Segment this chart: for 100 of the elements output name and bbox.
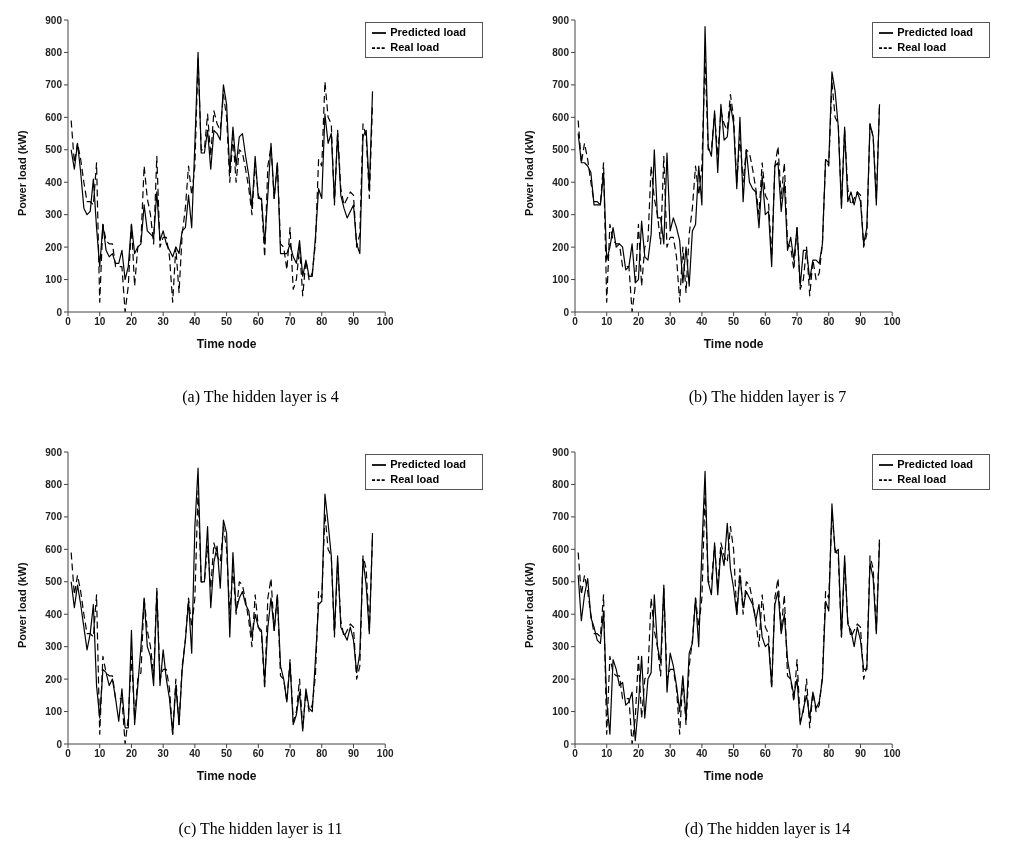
y-tick-label: 400 [45,608,63,620]
text: (a) The hidden layer is 4 [181,388,340,406]
x-axis-title: Time node [196,769,257,783]
x-axis-title: Time node [196,337,257,351]
y-tick-label: 800 [45,478,63,490]
x-tick-label: 60 [252,316,265,328]
y-tick-label: 100 [552,706,570,718]
x-tick-label: 20 [125,316,138,328]
y-tick-label: 700 [552,511,570,523]
x-tick-label: 60 [759,748,772,760]
x-tick-label: 50 [728,316,740,328]
x-tick-label: 50 [728,748,740,760]
y-tick-label: 600 [45,543,63,555]
y-tick-label: 200 [552,241,570,253]
y-tick-label: 900 [45,446,63,458]
x-tick-label: 40 [189,316,201,328]
legend-label: Predicted load [897,26,973,38]
y-tick-label: 500 [45,576,63,588]
x-tick-label: 80 [823,316,835,328]
y-tick-label: 300 [552,641,570,653]
y-tick-label: 600 [45,111,63,123]
y-tick-label: 100 [552,274,570,286]
x-tick-label: 40 [696,748,708,760]
y-tick-label: 100 [45,274,63,286]
text: (d) The hidden layer is 14 [683,820,852,838]
y-tick-label: 500 [45,144,63,156]
x-tick-label: 10 [94,316,106,328]
x-tick-label: 90 [854,316,867,328]
text: (c) The hidden layer is 11 [177,820,344,838]
x-tick-label: 50 [221,748,233,760]
x-tick-label: 70 [791,748,804,760]
x-tick-label: 80 [316,316,328,328]
x-axis-title: Time node [703,337,764,351]
x-tick-label: 90 [854,748,867,760]
legend-label: Real load [897,473,947,486]
x-tick-label: 30 [157,316,170,328]
x-tick-label: 30 [664,748,677,760]
x-tick-label: 40 [696,316,708,328]
x-tick-label: 40 [189,748,201,760]
x-tick-label: 10 [601,748,613,760]
y-tick-label: 800 [552,478,570,490]
legend-label: Real load [897,41,947,54]
x-tick-label: 0 [65,316,72,328]
x-tick-label: 20 [125,748,138,760]
y-tick-label: 0 [56,738,63,750]
legend-label: Predicted load [897,458,973,470]
y-axis-title: Power load (kW) [15,130,28,216]
x-tick-label: 50 [221,316,233,328]
x-tick-label: 20 [632,316,645,328]
y-axis-title: Power load (kW) [15,562,28,648]
y-tick-label: 400 [45,176,63,188]
x-tick-label: 100 [883,316,901,328]
legend-label: Predicted load [390,26,466,38]
x-tick-label: 20 [632,748,645,760]
x-tick-label: 10 [94,748,106,760]
y-tick-label: 0 [56,306,63,318]
y-tick-label: 0 [563,306,570,318]
y-tick-label: 800 [552,46,570,58]
x-tick-label: 100 [376,748,394,760]
y-tick-label: 300 [552,209,570,221]
y-tick-label: 100 [45,706,63,718]
legend-label: Predicted load [390,458,466,470]
x-tick-label: 80 [316,748,328,760]
y-axis-title: Power load (kW) [522,130,535,216]
y-tick-label: 700 [552,79,570,91]
x-tick-label: 90 [347,316,360,328]
y-tick-label: 200 [45,673,63,685]
x-tick-label: 70 [791,316,804,328]
y-tick-label: 0 [563,738,570,750]
x-tick-label: 100 [376,316,394,328]
legend-label: Real load [390,41,440,54]
x-tick-label: 60 [759,316,772,328]
y-tick-label: 500 [552,576,570,588]
y-tick-label: 400 [552,176,570,188]
x-tick-label: 30 [157,748,170,760]
y-tick-label: 900 [552,14,570,26]
y-tick-label: 400 [552,608,570,620]
y-axis-title: Power load (kW) [522,562,535,648]
text: (b) The hidden layer is 7 [687,388,848,406]
y-tick-label: 500 [552,144,570,156]
x-tick-label: 90 [347,748,360,760]
legend-label: Real load [390,473,440,486]
y-tick-label: 700 [45,511,63,523]
x-tick-label: 30 [664,316,677,328]
y-tick-label: 900 [45,14,63,26]
x-tick-label: 100 [883,748,901,760]
y-tick-label: 300 [45,209,63,221]
x-tick-label: 70 [284,316,297,328]
x-axis-title: Time node [703,769,764,783]
x-tick-label: 0 [65,748,72,760]
y-tick-label: 200 [45,241,63,253]
y-tick-label: 600 [552,111,570,123]
x-tick-label: 80 [823,748,835,760]
y-tick-label: 700 [45,79,63,91]
x-tick-label: 10 [601,316,613,328]
x-tick-label: 60 [252,748,265,760]
y-tick-label: 800 [45,46,63,58]
x-tick-label: 0 [572,748,579,760]
y-tick-label: 300 [45,641,63,653]
x-tick-label: 70 [284,748,297,760]
